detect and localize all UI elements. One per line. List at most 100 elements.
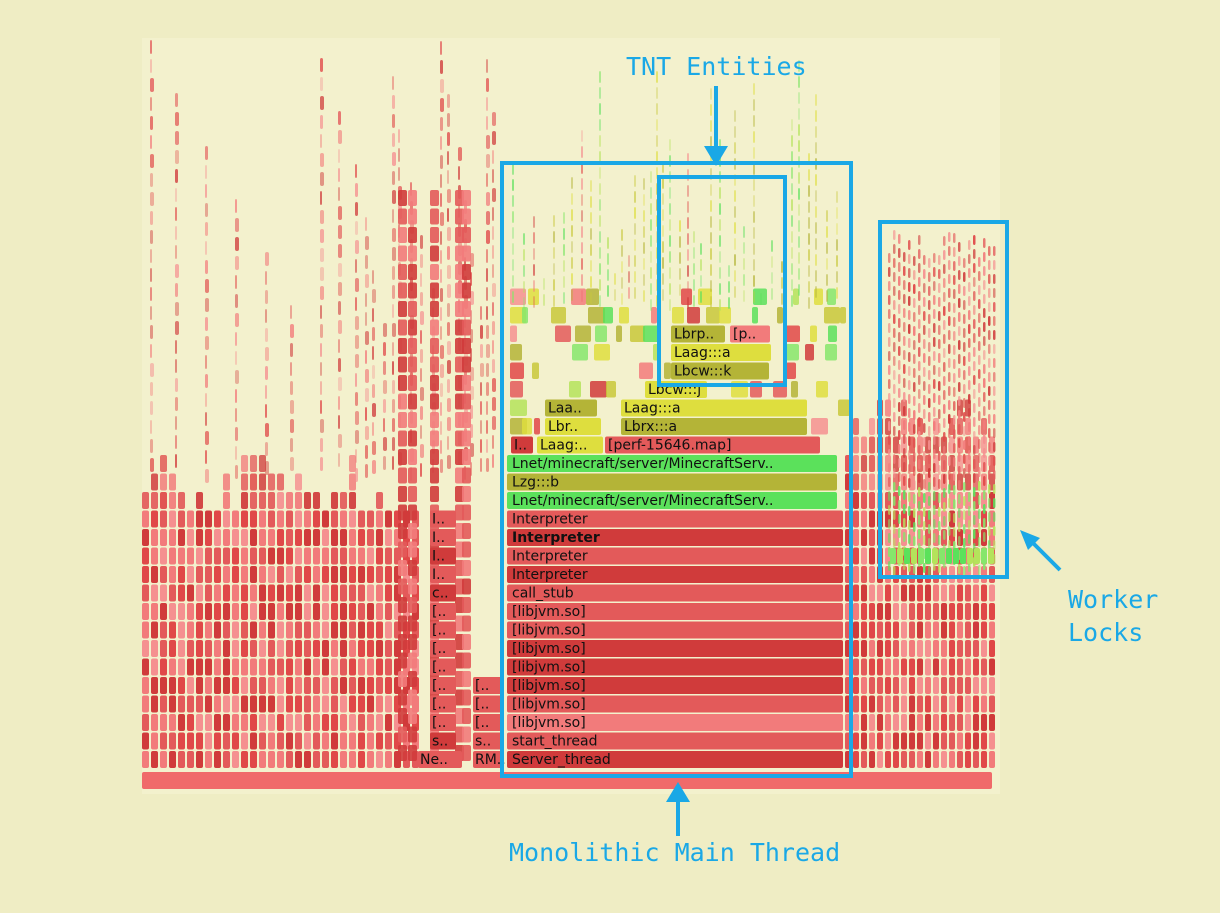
main-spike-frame[interactable] bbox=[815, 142, 817, 154]
upper-filler-frame[interactable] bbox=[786, 362, 796, 380]
worker-lock-frame[interactable] bbox=[898, 332, 901, 342]
spike-frame[interactable] bbox=[235, 427, 238, 441]
worker-lock-frame[interactable] bbox=[953, 415, 956, 425]
spike-frame[interactable] bbox=[392, 209, 394, 223]
tower-frame[interactable] bbox=[455, 449, 464, 465]
worker-lock-frame[interactable] bbox=[974, 548, 980, 564]
upper-filler-frame[interactable] bbox=[681, 288, 692, 306]
worker-lock-frame[interactable] bbox=[963, 272, 966, 282]
worker-lock-frame[interactable] bbox=[978, 453, 981, 463]
tower-frame[interactable] bbox=[430, 338, 439, 354]
rm-stack-frame[interactable] bbox=[473, 677, 503, 694]
main-spike-frame[interactable] bbox=[719, 155, 721, 167]
worker-lock-frame[interactable] bbox=[938, 283, 941, 293]
worker-frame[interactable] bbox=[941, 732, 947, 750]
tower-frame[interactable] bbox=[408, 726, 417, 743]
spike-frame[interactable] bbox=[492, 397, 496, 411]
stack-frame[interactable] bbox=[151, 473, 158, 491]
worker-lock-frame[interactable] bbox=[923, 465, 926, 475]
worker-frame[interactable] bbox=[925, 640, 931, 657]
worker-frame[interactable] bbox=[869, 751, 875, 768]
stack-frame[interactable] bbox=[169, 658, 176, 676]
worker-frame[interactable] bbox=[869, 677, 875, 694]
tower-frame[interactable] bbox=[408, 578, 417, 595]
stack-frame[interactable] bbox=[214, 695, 221, 713]
worker-frame[interactable] bbox=[981, 621, 987, 639]
stack-frame[interactable] bbox=[196, 492, 203, 509]
spike-frame[interactable] bbox=[205, 336, 209, 350]
worker-lock-frame[interactable] bbox=[993, 442, 996, 452]
main-spike-frame[interactable] bbox=[791, 199, 793, 211]
stack-frame[interactable] bbox=[349, 695, 356, 713]
stack-frame[interactable] bbox=[322, 603, 329, 620]
main-spike-frame[interactable] bbox=[808, 281, 810, 293]
worker-frame[interactable] bbox=[957, 658, 963, 676]
spike-frame[interactable] bbox=[265, 461, 269, 475]
tower-frame[interactable] bbox=[455, 671, 464, 687]
worker-lock-frame[interactable] bbox=[963, 468, 966, 478]
stack-frame[interactable] bbox=[241, 455, 248, 472]
worker-lock-frame[interactable] bbox=[948, 498, 951, 508]
tower-frame[interactable] bbox=[398, 504, 407, 521]
stack-frame[interactable] bbox=[295, 473, 302, 491]
main-spike-frame[interactable] bbox=[599, 295, 601, 307]
main-stack-frame[interactable] bbox=[507, 714, 843, 731]
worker-lock-frame[interactable] bbox=[938, 325, 941, 335]
upper-filler-frame[interactable] bbox=[606, 381, 616, 398]
stack-frame[interactable] bbox=[187, 621, 194, 639]
stack-frame[interactable] bbox=[385, 732, 392, 750]
stack-frame[interactable] bbox=[385, 640, 392, 657]
stack-frame[interactable] bbox=[151, 584, 158, 602]
upper-filler-frame[interactable] bbox=[786, 344, 799, 361]
spike-frame[interactable] bbox=[486, 97, 488, 111]
stack-frame[interactable] bbox=[142, 677, 149, 694]
main-spike-frame[interactable] bbox=[563, 244, 565, 256]
spike-frame[interactable] bbox=[480, 382, 482, 396]
main-spike-frame[interactable] bbox=[753, 131, 755, 143]
main-stack-frame[interactable] bbox=[507, 473, 837, 491]
worker-lock-frame[interactable] bbox=[938, 507, 941, 517]
spike-frame[interactable] bbox=[492, 169, 494, 183]
worker-lock-frame[interactable] bbox=[983, 364, 986, 374]
spike-frame[interactable] bbox=[440, 79, 444, 93]
stack-frame[interactable] bbox=[178, 547, 185, 565]
stack-frame[interactable] bbox=[304, 492, 311, 509]
stack-frame[interactable] bbox=[232, 566, 239, 583]
worker-lock-frame[interactable] bbox=[933, 323, 936, 333]
main-spike-frame[interactable] bbox=[693, 247, 695, 259]
stack-frame[interactable] bbox=[178, 529, 185, 546]
worker-lock-frame[interactable] bbox=[983, 308, 986, 318]
spike-frame[interactable] bbox=[290, 400, 294, 414]
main-spike-frame[interactable] bbox=[798, 220, 800, 232]
stack-frame[interactable] bbox=[178, 510, 185, 528]
worker-lock-frame[interactable] bbox=[963, 538, 966, 548]
main-spike-frame[interactable] bbox=[607, 269, 609, 281]
worker-lock-frame[interactable] bbox=[928, 496, 931, 506]
upper-filler-frame[interactable] bbox=[569, 381, 581, 398]
worker-lock-frame[interactable] bbox=[918, 389, 921, 399]
spike-frame[interactable] bbox=[420, 292, 423, 306]
stack-frame[interactable] bbox=[259, 658, 266, 676]
spike-frame[interactable] bbox=[205, 260, 208, 274]
stack-frame[interactable] bbox=[304, 695, 311, 713]
stack-frame[interactable] bbox=[232, 714, 239, 731]
worker-frame[interactable] bbox=[861, 566, 867, 583]
worker-lock-frame[interactable] bbox=[903, 294, 906, 304]
worker-frame[interactable] bbox=[941, 677, 947, 694]
worker-lock-frame[interactable] bbox=[968, 408, 971, 418]
stack-frame[interactable] bbox=[250, 547, 257, 565]
spike-frame[interactable] bbox=[492, 454, 494, 468]
worker-lock-frame[interactable] bbox=[923, 269, 926, 279]
worker-lock-frame[interactable] bbox=[993, 330, 996, 340]
main-spike-frame[interactable] bbox=[656, 135, 658, 147]
main-spike-frame[interactable] bbox=[710, 88, 712, 100]
main-spike-frame[interactable] bbox=[753, 163, 755, 175]
spike-frame[interactable] bbox=[447, 170, 449, 184]
upper-filler-frame[interactable] bbox=[572, 344, 588, 361]
spike-frame[interactable] bbox=[338, 358, 341, 372]
worker-lock-frame[interactable] bbox=[903, 364, 906, 374]
main-spike-frame[interactable] bbox=[700, 275, 702, 287]
stack-frame[interactable] bbox=[277, 510, 284, 528]
worker-frame[interactable] bbox=[869, 566, 875, 583]
stack-frame[interactable] bbox=[232, 732, 239, 750]
